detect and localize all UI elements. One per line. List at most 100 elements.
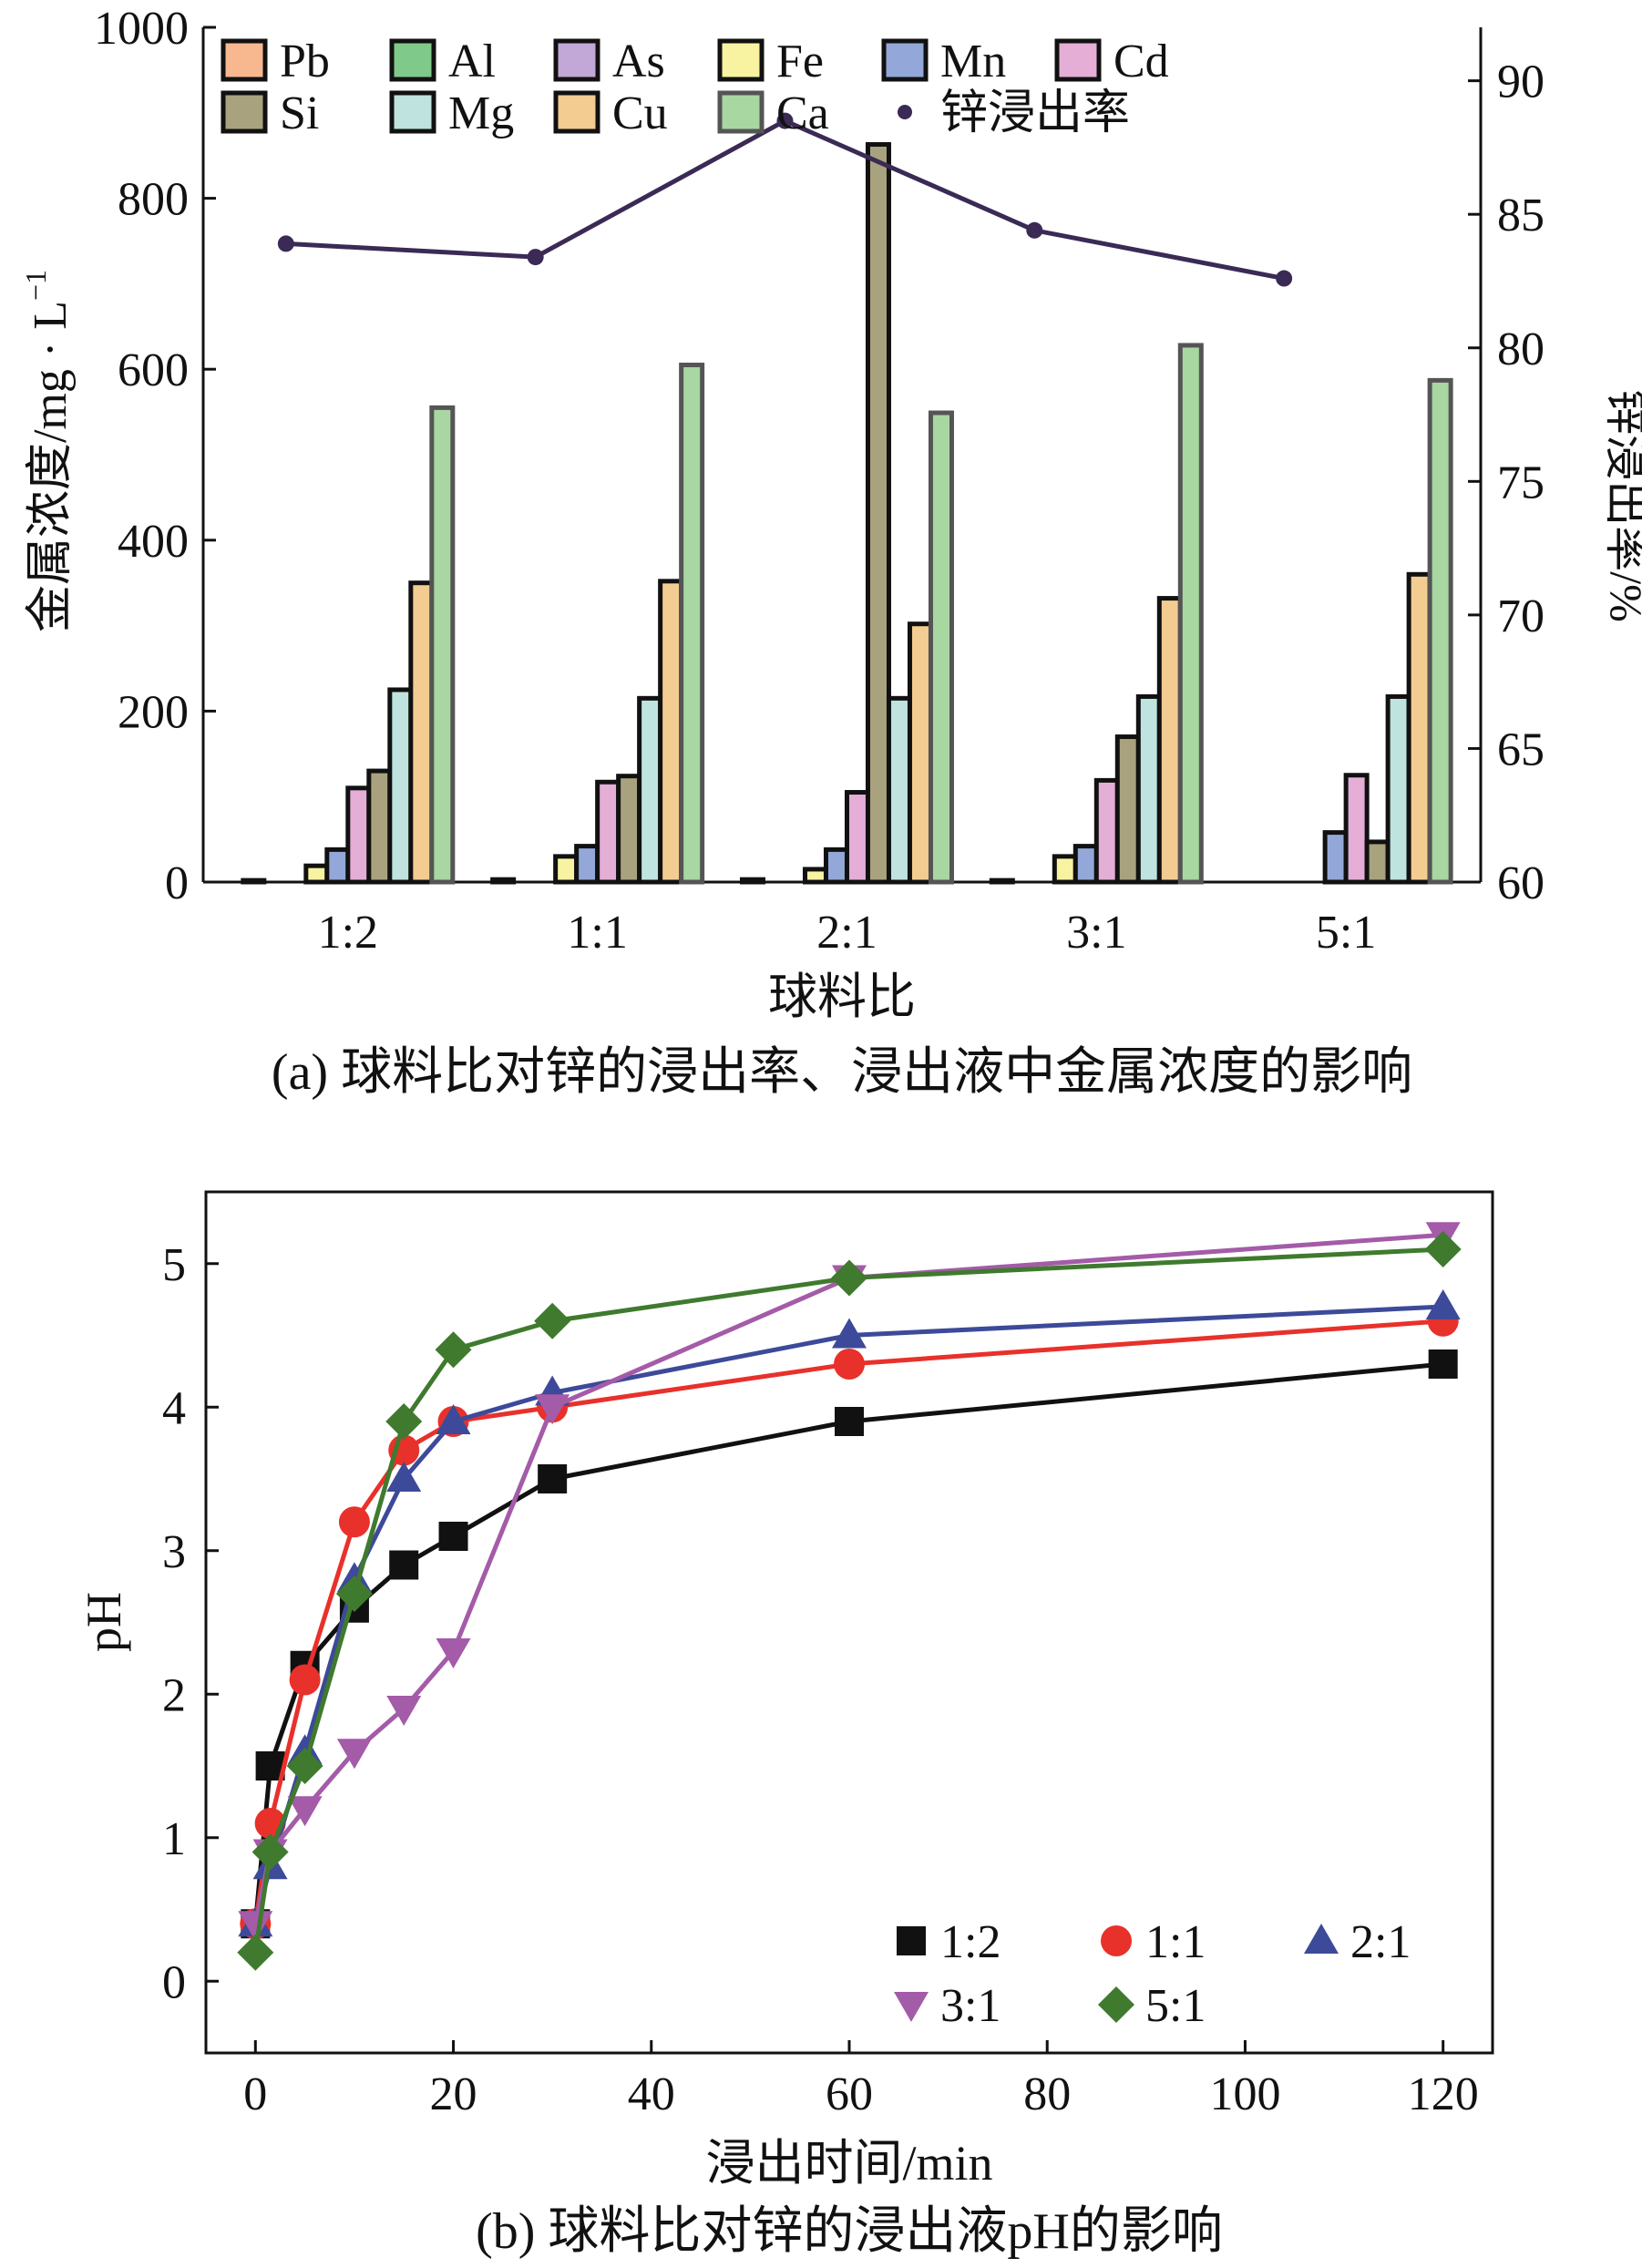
series-point-3-1: [386, 1696, 422, 1726]
chart-b-legend: 1:2 1:1 2:1 3:1 5:1: [894, 1916, 1411, 2032]
series-point-2-1: [832, 1318, 867, 1349]
legend-label: 1:2: [940, 1916, 1001, 1968]
legend-marker-1-1: [1101, 1925, 1132, 1956]
bar-cd: [345, 785, 372, 885]
chart-b-y-ticks: 0 1 2 3 4 5: [162, 1239, 219, 2008]
series-point-5-1: [1424, 1231, 1462, 1267]
bar-fe: [1052, 854, 1078, 885]
bar-fe: [553, 854, 580, 885]
legend-label: Fe: [776, 36, 824, 87]
bar-cu: [408, 580, 435, 885]
y-tick-label: 3: [162, 1526, 186, 1578]
bar-si: [366, 768, 393, 885]
legend-swatch-cu: [553, 90, 600, 134]
legend-label: Mn: [940, 36, 1006, 87]
legend-label: 5:1: [1145, 1980, 1206, 2032]
y2-tick-label: 70: [1497, 590, 1545, 642]
legend-label: 锌浸出率: [940, 87, 1130, 139]
series-point-5-1: [237, 1934, 274, 1971]
bar-cd: [1093, 777, 1120, 885]
series-line-2-1: [252, 1304, 1443, 1924]
legend-swatch-mg: [389, 90, 436, 134]
legend-label: Al: [448, 36, 496, 87]
leach-rate-point: [1026, 221, 1043, 239]
legend-swatch-mn: [881, 38, 929, 82]
y-tick-label: 600: [118, 344, 189, 396]
leach-rate-point: [277, 235, 294, 252]
legend-label: Si: [280, 87, 319, 139]
y-tick-label: 1000: [94, 3, 189, 55]
bar-ca: [1427, 377, 1453, 885]
y2-tick-label: 60: [1497, 857, 1545, 909]
legend-label: Cd: [1113, 36, 1169, 87]
series-point-5-1: [251, 1833, 289, 1871]
bar-fe: [303, 863, 330, 885]
y2-tick-label: 80: [1497, 323, 1545, 375]
leach-rate-point: [527, 249, 544, 266]
legend-label: 1:1: [1145, 1916, 1206, 1968]
chart-b-x-label: 浸出时间/min: [705, 2136, 992, 2191]
legend-label: Ca: [776, 87, 829, 139]
legend-label: Mg: [448, 87, 514, 139]
leach-rate-point: [1276, 270, 1293, 287]
bar-si: [1114, 734, 1141, 885]
series-point-2-1: [436, 1404, 471, 1434]
series-point-3-1: [287, 1796, 323, 1827]
series-point-1-1: [834, 1349, 865, 1380]
bar-pb: [490, 877, 517, 885]
y2-tick-label: 75: [1497, 457, 1545, 508]
chart-a-bars: [241, 142, 1453, 885]
bar-mn: [324, 847, 351, 885]
bar-fe: [802, 867, 828, 885]
bar-ca: [679, 363, 705, 885]
y-tick-label: 800: [118, 174, 189, 226]
bar-ca: [1177, 343, 1204, 885]
x-tick-label: 40: [628, 2068, 675, 2120]
legend-swatch-as: [553, 38, 600, 82]
bar-mg: [637, 695, 663, 885]
x-tick-label: 80: [1023, 2068, 1071, 2120]
x-tick-label: 100: [1209, 2068, 1280, 2120]
series-point-1-1: [338, 1506, 370, 1538]
chart-b-title: (b) 球料比对锌的浸出液pH的影响: [476, 2203, 1223, 2260]
legend-marker-leach-rate: [898, 105, 912, 119]
legend-swatch-al: [389, 38, 436, 82]
chart-a-title: (a) 球料比对锌的浸出率、浸出液中金属浓度的影响: [272, 1044, 1412, 1101]
legend-marker-1-2: [897, 1926, 926, 1955]
y-tick-label: 5: [162, 1239, 186, 1291]
x-tick-label: 120: [1408, 2068, 1479, 2120]
bar-si: [865, 142, 891, 885]
y2-tick-label: 65: [1497, 724, 1545, 775]
x-tick-label: 2:1: [816, 907, 877, 959]
series-point-5-1: [831, 1259, 867, 1297]
series-point-1-2: [538, 1464, 568, 1493]
legend-marker-3-1: [894, 1992, 929, 2022]
legend-swatch-si: [221, 90, 268, 134]
chart-a-y2-label: 锌浸出率/%: [1601, 389, 1642, 622]
series-line-1-2: [252, 1361, 1443, 1924]
series-point-5-1: [385, 1403, 423, 1440]
chart-a-x-ticks: 1:2 1:1 2:1 3:1 5:1: [318, 907, 1377, 959]
bar-mg: [886, 695, 912, 885]
series-point-3-1: [535, 1394, 570, 1425]
bar-mn: [574, 844, 600, 885]
series-point-1-2: [835, 1407, 864, 1436]
bar-pb: [739, 877, 765, 885]
series-point-5-1: [435, 1331, 472, 1369]
legend-marker-5-1: [1098, 1986, 1134, 2023]
bar-mg: [387, 687, 414, 885]
bar-mg: [1135, 693, 1162, 885]
legend-label: As: [612, 36, 665, 87]
series-point-1-2: [1428, 1350, 1458, 1379]
y-tick-label: 0: [162, 1956, 186, 2008]
bar-si: [616, 774, 642, 885]
series-point-1-2: [438, 1522, 468, 1551]
x-tick-label: 3:1: [1066, 907, 1126, 959]
series-point-5-1: [335, 1575, 373, 1612]
legend-label: 2:1: [1350, 1916, 1411, 1968]
chart-a-leach-rate-line: [277, 112, 1293, 287]
bar-cu: [1156, 596, 1183, 885]
series-point-3-1: [238, 1911, 273, 1942]
bar-mg: [1385, 693, 1411, 885]
y2-tick-label: 90: [1497, 56, 1545, 108]
